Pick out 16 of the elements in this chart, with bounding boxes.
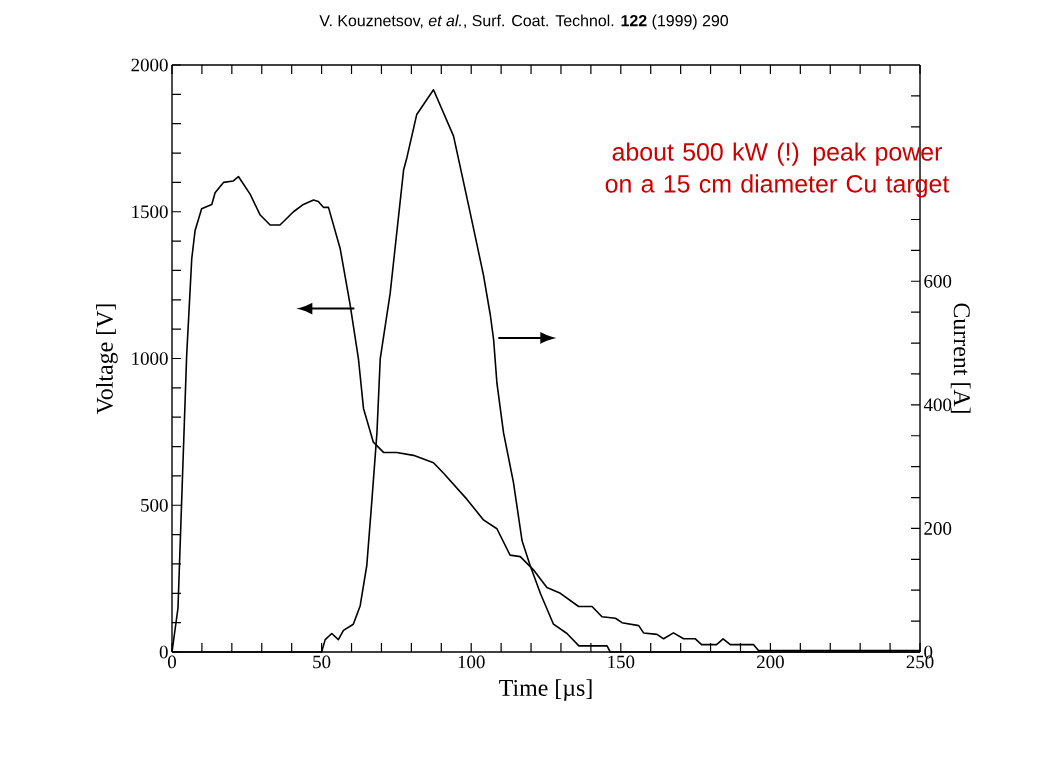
y-axis-title: Voltage [V] xyxy=(96,304,118,415)
y-tick-label: 2000 xyxy=(131,58,168,72)
chart-title: V. Kouznetsov, et al., Surf. Coat. Technol. 122 (1999) 290 xyxy=(319,14,729,30)
x-tick-label: 50 xyxy=(313,655,331,669)
x-axis-title: Time [µs] xyxy=(499,679,592,701)
y-tick-label: 1000 xyxy=(132,352,168,365)
y-tick-label: 0 xyxy=(159,645,168,659)
y2-tick-label: 200 xyxy=(924,522,952,535)
y2-tick-label: 600 xyxy=(924,274,952,288)
y2-axis-title: Current [A] xyxy=(950,303,971,413)
y-tick-label: 1500 xyxy=(132,205,168,219)
y2-tick-label: 400 xyxy=(923,398,952,412)
x-tick-label: 200 xyxy=(757,655,784,669)
x-tick-label: 100 xyxy=(458,655,485,669)
x-tick-label: 150 xyxy=(608,655,635,669)
y-tick-label: 500 xyxy=(141,498,168,512)
